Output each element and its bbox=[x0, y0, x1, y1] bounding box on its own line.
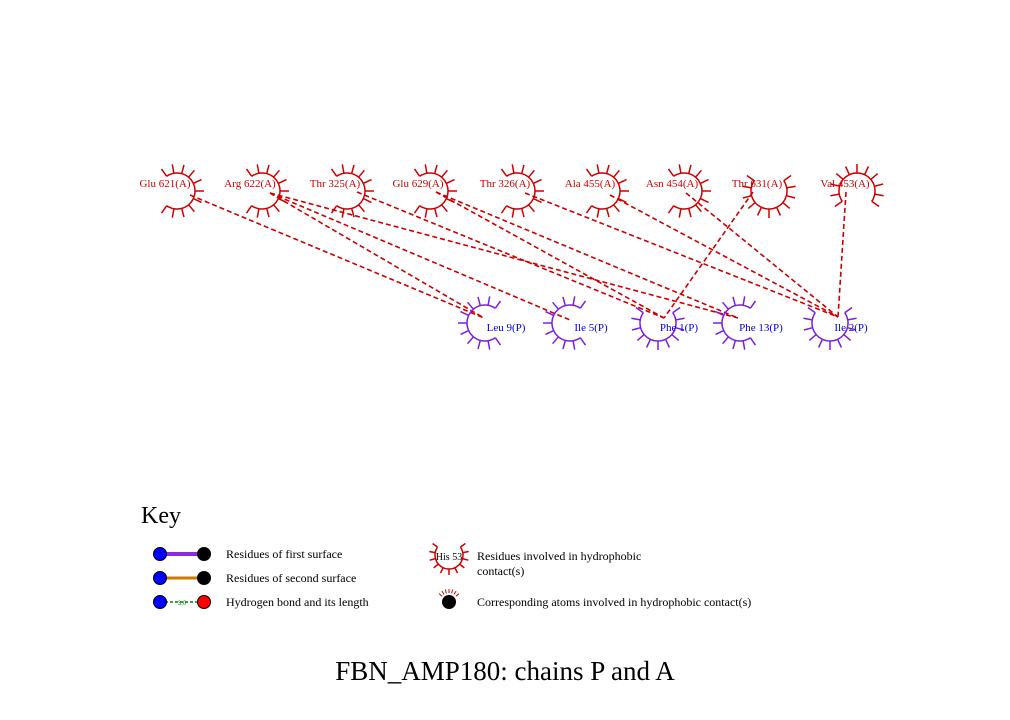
residue-label-a: Val 453(A) bbox=[820, 178, 870, 190]
residue-label-a: Ala 455(A) bbox=[565, 178, 616, 190]
residue-label-p: Ile 2(P) bbox=[834, 322, 868, 334]
blue-atom-icon bbox=[153, 595, 167, 609]
hydrophobic-residue-icon bbox=[429, 542, 469, 575]
key-hydrophobic-line2: contact(s) bbox=[477, 564, 524, 578]
residue-label-p: Phe 1(P) bbox=[660, 322, 699, 334]
hydrogen-bond-length: 3.0 bbox=[178, 601, 187, 607]
hydrophobic-atom-rays-icon bbox=[438, 589, 460, 597]
residue-label-a: Thr 325(A) bbox=[310, 178, 361, 190]
residue-label-p: Phe 13(P) bbox=[739, 322, 783, 334]
key-first-surface-label: Residues of first surface bbox=[226, 547, 342, 561]
hydrophobic-arc-icon bbox=[713, 296, 757, 350]
contact-line bbox=[435, 191, 739, 319]
hydrophobic-arc-icon bbox=[543, 296, 587, 350]
hydrophobic-arc-icon bbox=[458, 296, 502, 350]
contact-line bbox=[269, 192, 571, 321]
hydrophobic-arc-icon bbox=[631, 306, 685, 350]
blue-atom-icon bbox=[153, 571, 167, 585]
hydrophobic-arc-icon bbox=[830, 164, 884, 208]
residue-label-a: Thr 631(A) bbox=[732, 178, 783, 190]
residue-label-a: Thr 326(A) bbox=[480, 178, 531, 190]
contact-line bbox=[269, 192, 739, 319]
key-panel: Key Residues of first surface Residues o… bbox=[141, 503, 751, 609]
black-atom-icon bbox=[197, 547, 211, 561]
black-atom-icon bbox=[197, 571, 211, 585]
residue-label-a: Asn 454(A) bbox=[646, 178, 699, 190]
contact-line bbox=[663, 191, 754, 319]
hydrophobic-arc-icon bbox=[429, 542, 469, 575]
residue-label-a: Glu 629(A) bbox=[392, 178, 443, 190]
chain-p-residues: Leu 9(P) Ile 5(P) Phe 1(P) Phe 13(P) Ile 2(P… bbox=[458, 296, 868, 350]
diagram-title: FBN_AMP180: chains P and A bbox=[335, 656, 675, 686]
key-hydrogen-bond-label: Hydrogen bond and its length bbox=[226, 595, 369, 609]
residue-label-p: Ile 5(P) bbox=[574, 322, 608, 334]
contact-line bbox=[685, 192, 839, 318]
hydrophobic-arc-icon bbox=[330, 164, 374, 218]
key-atoms-label: Corresponding atoms involved in hydropho… bbox=[477, 595, 751, 609]
hydrophobic-arc-icon bbox=[413, 164, 457, 218]
key-second-surface-label: Residues of second surface bbox=[226, 571, 356, 585]
contact-line bbox=[609, 194, 839, 318]
red-atom-icon bbox=[197, 595, 211, 609]
key-hydrophobic-example-label: His 53 bbox=[436, 552, 462, 563]
key-title: Key bbox=[141, 503, 181, 529]
contact-line bbox=[524, 192, 839, 318]
chain-a-residues: Glu 621(A) Arg 622(A) Thr 325(A) Glu 629(A)… bbox=[139, 164, 884, 218]
blue-atom-icon bbox=[153, 547, 167, 561]
contact-line bbox=[189, 194, 485, 319]
contact-line bbox=[356, 191, 665, 319]
hydrophobic-arc-icon bbox=[160, 164, 204, 218]
hydrophobic-atom-icon bbox=[442, 595, 456, 609]
hydrophobic-arc-icon bbox=[803, 306, 857, 350]
hydrophobic-arc-icon bbox=[585, 164, 629, 218]
hydrophobic-contact-lines bbox=[189, 191, 847, 321]
contact-line bbox=[837, 191, 847, 318]
key-hydrophobic-line1: Residues involved in hydrophobic bbox=[477, 549, 641, 563]
contact-line bbox=[435, 191, 665, 319]
contact-line bbox=[269, 192, 485, 319]
residue-label-p: Leu 9(P) bbox=[487, 322, 526, 334]
residue-label-a: Arg 622(A) bbox=[224, 178, 276, 190]
hydrophobic-arc-icon bbox=[500, 164, 544, 218]
hydrophobic-arc-icon bbox=[245, 164, 289, 218]
hydrophobic-arc-icon bbox=[667, 164, 711, 218]
hydrophobic-arc-icon bbox=[742, 174, 796, 218]
residue-label-a: Glu 621(A) bbox=[139, 178, 190, 190]
